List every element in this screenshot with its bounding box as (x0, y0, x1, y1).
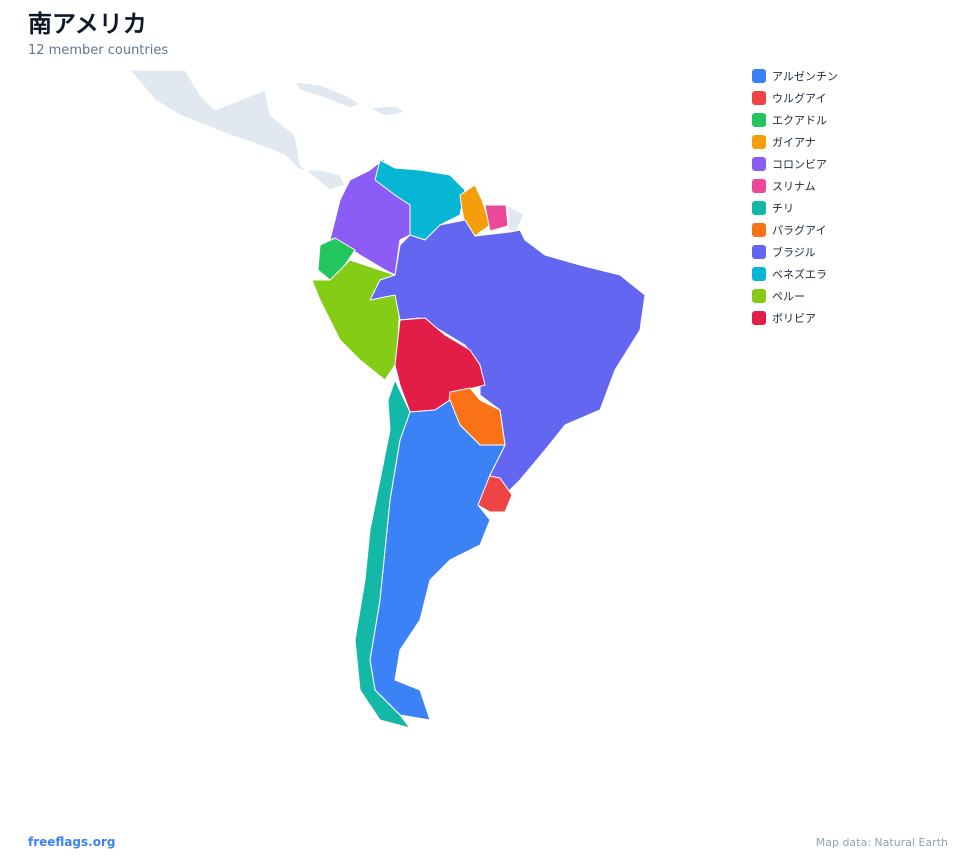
legend-label: ペルー (772, 290, 805, 303)
caribbean-islands (294, 81, 362, 109)
subtitle: 12 member countries (28, 43, 168, 58)
legend-swatch (752, 223, 766, 237)
site-link[interactable]: freeflags.org (28, 835, 115, 849)
country (354, 379, 411, 729)
legend-swatch (752, 113, 766, 127)
legend-swatch (752, 267, 766, 281)
legend-label: アルゼンチン (772, 70, 838, 83)
legend-swatch (752, 91, 766, 105)
caribbean-islands (368, 105, 407, 117)
legend-swatch (752, 179, 766, 193)
legend-label: スリナム (772, 180, 816, 193)
country (369, 219, 646, 496)
legend-swatch (752, 157, 766, 171)
central-america (128, 69, 346, 191)
legend-label: コロンビア (772, 158, 827, 171)
legend-label: パラグアイ (772, 223, 826, 237)
legend-label: チリ (772, 202, 794, 215)
legend-swatch (752, 135, 766, 149)
legend-label: ベネズエラ (772, 267, 827, 281)
legend-swatch (752, 311, 766, 325)
legend-swatch (752, 289, 766, 303)
legend-label: ガイアナ (772, 136, 816, 149)
french-guiana (507, 205, 525, 233)
map-area (128, 69, 646, 729)
country (484, 204, 509, 232)
legend-label: エクアドル (772, 114, 827, 127)
legend-swatch (752, 69, 766, 83)
legend-swatch (752, 201, 766, 215)
legend-label: ブラジル (772, 245, 816, 259)
legend-label: ウルグアイ (772, 91, 826, 105)
credit: Map data: Natural Earth (816, 836, 948, 849)
legend-label: ボリビア (772, 312, 816, 325)
legend: アルゼンチンウルグアイエクアドルガイアナコロンビアスリナムチリパラグアイブラジル… (752, 69, 838, 325)
legend-swatch (752, 245, 766, 259)
title: 南アメリカ (28, 10, 147, 38)
